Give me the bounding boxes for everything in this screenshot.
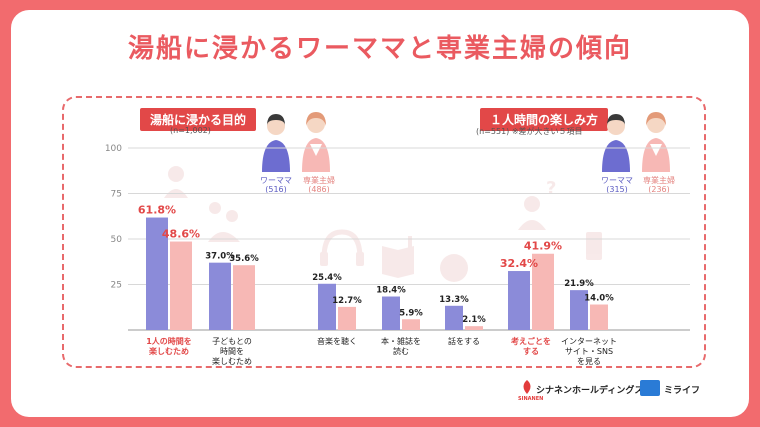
category-label: 読む xyxy=(393,346,409,356)
category-label: 楽しむため xyxy=(148,346,189,356)
category-label: 時間を xyxy=(220,347,244,356)
bar xyxy=(146,217,168,330)
category-label: 音楽を聴く xyxy=(317,336,357,346)
bar xyxy=(382,296,400,330)
data-label: 48.6% xyxy=(162,228,200,241)
category-label: サイト・SNS xyxy=(565,347,613,356)
left-panel-sample: (n=1,002) xyxy=(170,126,211,135)
category-label: を見る xyxy=(577,357,601,366)
page-title: 湯船に浸かるワーママと専業主婦の傾向 xyxy=(127,34,632,64)
sinanen-logo-text: シナネンホールディングス xyxy=(536,386,644,396)
category-label: 本・雑誌を xyxy=(381,336,421,346)
data-label: 37.0% xyxy=(205,252,235,262)
phone-talk-icon xyxy=(440,254,468,282)
data-label: 41.9% xyxy=(524,240,562,253)
right-legend-housewife: 専業主婦 xyxy=(643,176,675,185)
data-label: 5.9% xyxy=(399,308,423,318)
bar xyxy=(402,319,420,330)
category-label: する xyxy=(523,347,539,356)
housewife-icon xyxy=(302,112,330,172)
right-legend-housewife-n: (236) xyxy=(648,185,670,194)
category-label: 話をする xyxy=(448,336,480,346)
chart-panel xyxy=(62,96,706,368)
right-panel-sample: (n=551) ※差が大きい５項目 xyxy=(476,127,583,136)
category-label: 子どもとの xyxy=(212,337,252,346)
y-tick-label: 25 xyxy=(111,281,122,291)
data-label: 61.8% xyxy=(138,204,176,217)
housewife-icon xyxy=(642,112,670,172)
category-label: 1人の時間を xyxy=(146,336,192,346)
bars xyxy=(146,217,608,330)
mirife-logo-icon xyxy=(640,380,660,396)
bar xyxy=(590,304,608,330)
category-label: インターネット xyxy=(561,337,617,346)
y-tick-label: 50 xyxy=(111,235,123,245)
bar xyxy=(445,305,463,330)
category-label: 楽しむため xyxy=(212,356,252,366)
bar xyxy=(465,326,483,330)
left-legend-working-mom: ワーママ xyxy=(260,176,292,185)
bar xyxy=(570,290,588,330)
left-legend-working-mom-n: (516) xyxy=(265,185,287,194)
sinanen-logo-sub: SINANEN xyxy=(518,396,544,402)
mirife-logo-text: ミライフ xyxy=(664,386,701,396)
y-tick-label: 100 xyxy=(105,144,122,154)
left-panel-heading: 湯船に浸かる目的 xyxy=(140,108,257,131)
right-legend-working-mom-n: (315) xyxy=(606,185,628,194)
data-label: 12.7% xyxy=(332,296,362,306)
headphones-icon xyxy=(320,229,364,266)
sinanen-logo-icon xyxy=(523,380,531,394)
value-labels: 61.8% 48.6% 37.0%35.6% 25.4% 12.7% 18.4% 5.9% 1… xyxy=(138,204,614,326)
data-label: 32.4% xyxy=(500,257,538,270)
y-tick-label: 75 xyxy=(111,190,122,200)
bar xyxy=(233,265,255,330)
data-label: 35.6% xyxy=(229,254,259,264)
thinking-icon: ? xyxy=(518,178,556,230)
bar xyxy=(532,253,554,330)
parent-child-icon xyxy=(208,202,240,242)
data-label: 13.3% xyxy=(439,295,469,305)
data-label: 21.9% xyxy=(564,279,594,289)
data-label: 2.1% xyxy=(462,315,486,325)
card-background xyxy=(11,10,749,417)
category-label: 考えごとを xyxy=(511,336,551,346)
book-icon xyxy=(382,236,414,278)
data-label: 14.0% xyxy=(584,294,614,304)
bar xyxy=(209,262,231,330)
bar xyxy=(318,283,336,330)
right-legend-working-mom: ワーママ xyxy=(601,176,633,185)
bar xyxy=(338,306,356,330)
svg-text:?: ? xyxy=(546,178,556,199)
bar xyxy=(508,271,530,330)
smartphone-icon xyxy=(586,232,602,260)
data-label: 18.4% xyxy=(376,286,406,296)
right-panel-heading: １人時間の楽しみ方 xyxy=(480,108,609,131)
bar xyxy=(170,241,192,330)
left-legend-housewife: 専業主婦 xyxy=(303,176,335,185)
data-label: 25.4% xyxy=(312,273,342,283)
left-legend-housewife-n: (486) xyxy=(308,185,330,194)
